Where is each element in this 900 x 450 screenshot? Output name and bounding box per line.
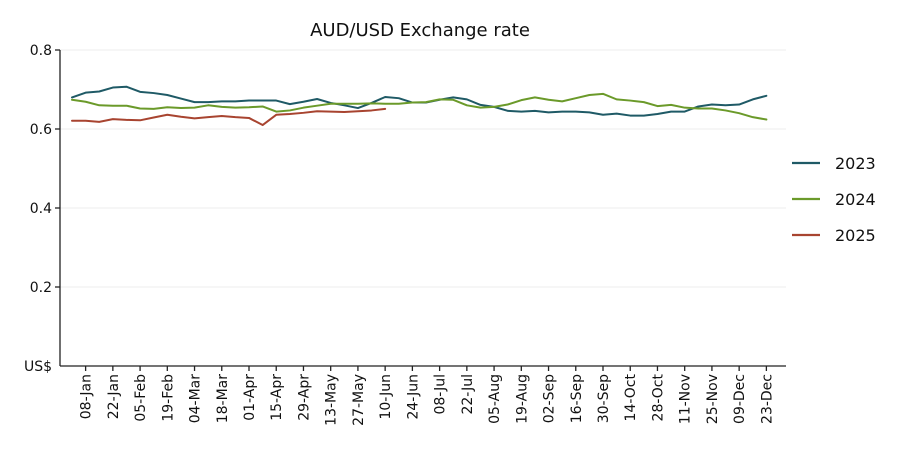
x-tick-label: 08-Jul xyxy=(433,374,449,415)
x-tick-label: 27-May xyxy=(351,374,367,426)
y-tick-label: 0.8 xyxy=(30,43,52,59)
series-line-2023 xyxy=(71,85,768,117)
legend-label-2024: 2024 xyxy=(835,190,876,209)
x-tick-label: 05-Aug xyxy=(487,374,503,424)
x-tick-label: 05-Feb xyxy=(133,374,149,422)
x-tick-label: 02-Sep xyxy=(542,374,558,423)
grid-lines xyxy=(60,49,786,288)
x-tick-label: 19-Feb xyxy=(160,374,176,422)
y-tick-label: 0.6 xyxy=(30,122,52,138)
x-tick-label: 28-Oct xyxy=(650,373,666,421)
x-tick-label: 25-Nov xyxy=(705,374,721,424)
x-tick-label: 22-Jul xyxy=(460,374,476,415)
x-tick-label: 24-Jun xyxy=(405,374,421,420)
y-tick-label: 0.2 xyxy=(30,280,52,296)
x-tick-label: 14-Oct xyxy=(623,373,639,421)
x-tick-label: 01-Apr xyxy=(242,374,258,421)
x-tick-label: 10-Jun xyxy=(378,374,394,420)
x-tick-label: 29-Apr xyxy=(296,374,312,421)
y-unit-label: US$ xyxy=(24,359,52,375)
x-tick-label: 16-Sep xyxy=(569,374,585,423)
x-tick-label: 18-Mar xyxy=(215,374,231,424)
x-tick-label: 23-Dec xyxy=(759,374,775,424)
x-tick-label: 30-Sep xyxy=(596,374,612,423)
x-tick-label: 08-Jan xyxy=(79,374,95,419)
y-axis-ticks: 0.2 0.4 0.6 0.8 xyxy=(30,43,60,296)
x-tick-label: 22-Jan xyxy=(106,374,122,419)
x-axis-ticks: 08-Jan 22-Jan 05-Feb 19-Feb 04-Mar 18-Mar 01-A… xyxy=(79,366,775,426)
chart-title: AUD/USD Exchange rate xyxy=(310,20,530,41)
y-tick-label: 0.4 xyxy=(30,201,52,217)
x-tick-label: 11-Nov xyxy=(678,374,694,424)
x-tick-label: 09-Dec xyxy=(732,374,748,424)
series-line-2024 xyxy=(71,92,768,121)
legend: 2023 2024 2025 xyxy=(792,154,876,245)
x-tick-label: 13-May xyxy=(324,374,340,426)
x-tick-label: 19-Aug xyxy=(514,374,530,424)
series-line-2025 xyxy=(71,107,387,127)
x-tick-label: 15-Apr xyxy=(269,374,285,421)
legend-label-2023: 2023 xyxy=(835,154,876,173)
legend-label-2025: 2025 xyxy=(835,226,876,245)
x-tick-label: 04-Mar xyxy=(188,374,204,424)
series-lines xyxy=(71,85,768,127)
